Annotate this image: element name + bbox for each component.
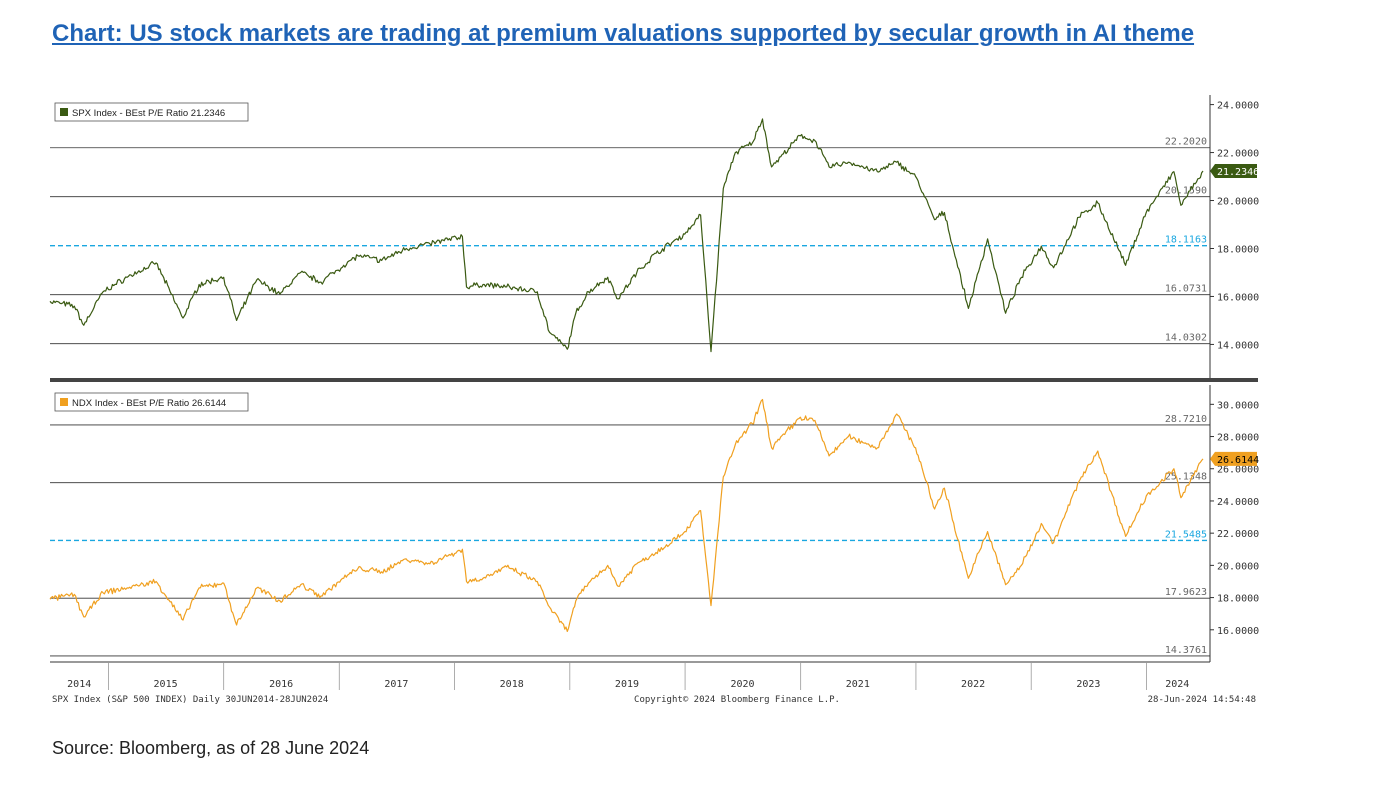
ndx-ref-label: 21.5485 [1165,529,1207,540]
chart-footer: SPX Index (S&P 500 INDEX) Daily 30JUN201… [52,695,1256,705]
spx-ref-label: 18.1163 [1165,235,1207,246]
x-tick-label: 2014 [67,679,91,690]
x-tick-label: 2023 [1076,679,1100,690]
spx-ref-label: 16.0731 [1165,284,1207,295]
x-tick-label: 2020 [731,679,755,690]
spx-y-tick-label: 16.0000 [1217,292,1259,303]
x-tick-label: 2022 [961,679,985,690]
footer-left: SPX Index (S&P 500 INDEX) Daily 30JUN201… [52,695,328,705]
panel-divider [50,378,1258,382]
chart-title: Chart: US stock markets are trading at p… [52,20,1195,47]
ndx-ref-label: 17.9623 [1165,587,1207,598]
spx-y-tick-label: 24.0000 [1217,101,1259,112]
x-tick-label: 2017 [384,679,408,690]
spx-ref-label: 20.1590 [1165,186,1207,197]
footer-right: 28-Jun-2024 14:54:48 [1148,695,1256,705]
x-tick-label: 2018 [500,679,524,690]
spx-legend-swatch [60,108,68,116]
x-tick-label: 2015 [154,679,178,690]
x-tick-label: 2024 [1165,679,1189,690]
ndx-legend-label: NDX Index - BEst P/E Ratio 26.6144 [72,398,226,409]
ndx-series-line [49,398,1204,633]
spx-legend-label: SPX Index - BEst P/E Ratio 21.2346 [72,108,225,119]
footer-center: Copyright© 2024 Bloomberg Finance L.P. [634,695,840,705]
ndx-ref-label: 25.1348 [1165,472,1207,483]
spx-series-line [49,118,1204,353]
spx-ref-label: 14.0302 [1165,333,1207,344]
spx-panel: 14.0000 16.0000 18.0000 20.0000 22.0000 24.00… [49,95,1259,378]
date-axis: 2014 2015 2016 2017 2018 2019 2020 2021 2022 2023… [50,378,1258,690]
x-tick-label: 2021 [846,679,870,690]
ndx-y-tick-label: 30.0000 [1217,400,1259,411]
spx-last-value: 21.2346 [1217,167,1259,178]
ndx-panel: 16.0000 18.0000 20.0000 22.0000 24.0000 26.00… [49,385,1259,662]
ndx-y-tick-label: 28.0000 [1217,433,1259,444]
x-tick-label: 2019 [615,679,639,690]
ndx-y-tick-label: 16.0000 [1217,626,1259,637]
ndx-ref-label: 28.7210 [1165,414,1207,425]
ndx-legend-swatch [60,398,68,406]
ndx-last-value-tag [1210,451,1257,466]
spx-y-tick-label: 18.0000 [1217,244,1259,255]
ndx-last-value: 26.6144 [1217,455,1259,466]
spx-ref-label: 22.2020 [1165,137,1207,148]
x-tick-label: 2016 [269,679,293,690]
ndx-y-tick-label: 20.0000 [1217,561,1259,572]
ndx-legend [54,392,249,412]
spx-y-tick-label: 22.0000 [1217,149,1259,160]
ndx-y-tick-label: 18.0000 [1217,594,1259,605]
ndx-y-tick-label: 26.0000 [1217,465,1259,476]
spx-legend [54,102,249,122]
spx-y-tick-label: 14.0000 [1217,340,1259,351]
ndx-ref-label: 14.3761 [1165,645,1207,656]
spx-last-value-tag [1210,164,1257,179]
source-note: Source: Bloomberg, as of 28 June 2024 [52,738,370,758]
ndx-y-tick-label: 22.0000 [1217,529,1259,540]
ndx-y-tick-label: 24.0000 [1217,497,1259,508]
spx-y-tick-label: 20.0000 [1217,197,1259,208]
